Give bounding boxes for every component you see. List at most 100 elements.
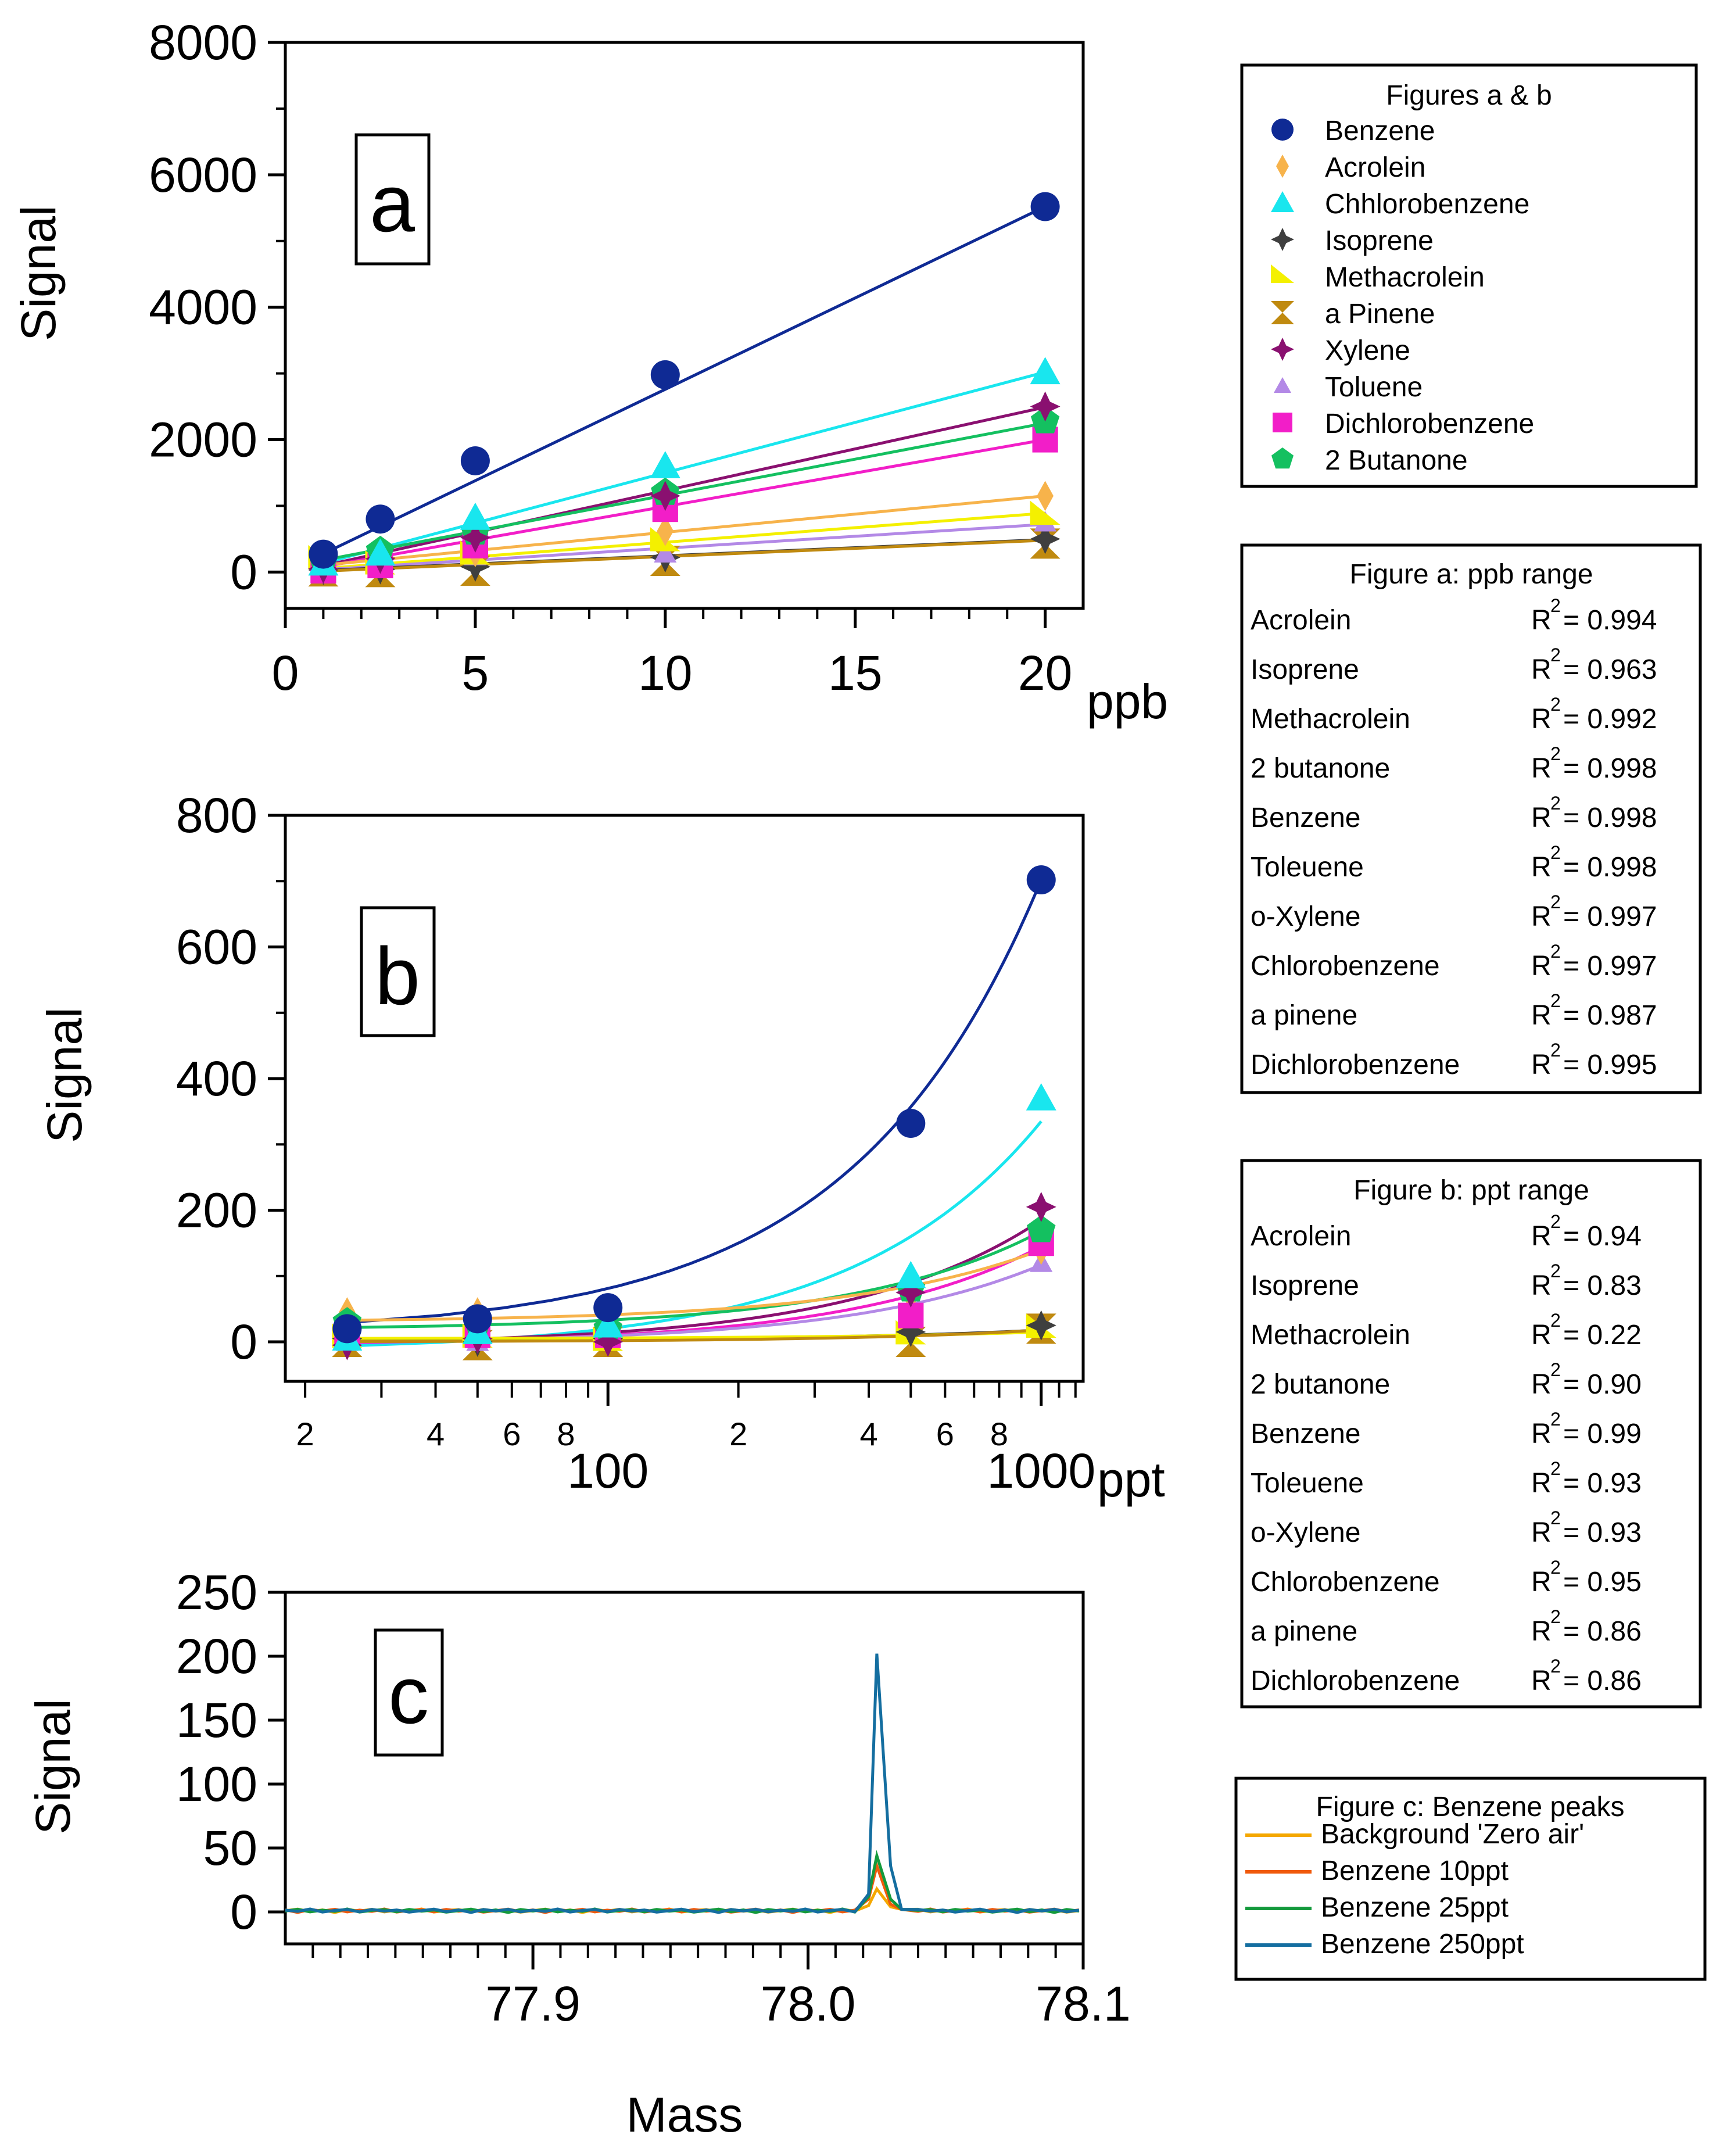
- r2-table-b-frame: [1240, 1159, 1702, 1709]
- x-tick-label: 10: [638, 646, 692, 700]
- x-tick-label: 15: [828, 646, 882, 700]
- r2-row-name: Isoprene: [1251, 654, 1359, 685]
- panel-c-label-box: [374, 1628, 444, 1757]
- r2-table-a-title: Figure a: ppb range: [1350, 559, 1593, 590]
- y-tick-label: 0: [230, 545, 257, 599]
- legend-c-title: Figure c: Benzene peaks: [1316, 1792, 1625, 1822]
- legend-marker-2-butanone: [1271, 447, 1294, 469]
- legend-label: a Pinene: [1325, 299, 1435, 330]
- y-tick-label: 250: [176, 1565, 257, 1620]
- r2-row-value: = 0.998: [1563, 803, 1657, 833]
- r2-row-value: = 0.93: [1563, 1517, 1642, 1548]
- legend-marker-methacrolein: [1271, 264, 1294, 283]
- r2-row-name: Toleuene: [1251, 852, 1364, 883]
- panel-b-label-box: [360, 906, 436, 1037]
- fit-line-acrolein: [323, 494, 1045, 567]
- point-2-butanone: [1027, 1215, 1056, 1242]
- y-tick-label: 0: [230, 1885, 257, 1939]
- y-tick-label: 50: [203, 1821, 257, 1875]
- r2-row-exponent: 2: [1550, 1409, 1561, 1430]
- series-line-benzene-25ppt: [285, 1850, 1080, 1914]
- panel-c-ylabel: Signal: [26, 1699, 80, 1835]
- point-isoprene: [895, 1317, 926, 1348]
- legend-c: Figure c: Benzene peaks Background 'Zero…: [1234, 1777, 1707, 1981]
- r2-row-name: 2 butanone: [1251, 753, 1390, 784]
- point-xylene: [1030, 391, 1061, 422]
- point-isoprene: [1026, 1310, 1056, 1341]
- r2-row-value: = 0.995: [1563, 1050, 1657, 1080]
- x-major-tick-label: 1000: [987, 1444, 1095, 1498]
- r2-row-name: Methacrolein: [1251, 1320, 1410, 1351]
- point-chlorobenzene: [593, 1310, 624, 1338]
- r2-row-exponent: 2: [1550, 1359, 1561, 1380]
- r2-row-value: = 0.22: [1563, 1320, 1642, 1351]
- y-tick-label: 6000: [149, 148, 257, 202]
- fit-curve-toluene: [347, 1263, 1042, 1344]
- panel-c-lines: [285, 1653, 1080, 1914]
- point-chlorobenzene: [365, 538, 396, 566]
- x-tick-label: 78.0: [761, 1976, 856, 2031]
- point-xylene: [1026, 1191, 1056, 1222]
- r2-row-value: = 0.86: [1563, 1616, 1642, 1647]
- r2-row-value: = 0.93: [1563, 1468, 1642, 1499]
- x-minor-tick-label: 8: [557, 1416, 575, 1452]
- legend-label: Xylene: [1325, 335, 1410, 366]
- legend-marker-dichlorobenzene: [1273, 413, 1292, 432]
- r2-row-name: a pinene: [1251, 1000, 1357, 1031]
- fit-line-methacrolein: [323, 511, 1045, 570]
- r2-row-exponent: 2: [1550, 595, 1561, 616]
- legend-label: Chhlorobenzene: [1325, 189, 1529, 220]
- point-benzene: [366, 504, 395, 534]
- r2-row-value: = 0.994: [1563, 605, 1657, 636]
- x-minor-tick-label: 2: [296, 1416, 314, 1452]
- panel-b-frame: [284, 814, 1085, 1383]
- point-chlorobenzene: [650, 451, 680, 478]
- r2-row-r-symbol: R: [1531, 1221, 1552, 1252]
- point-benzene: [309, 539, 338, 569]
- panel-b-label: b: [375, 930, 420, 1022]
- r2-row-exponent: 2: [1550, 1211, 1561, 1232]
- fit-line-toluene: [323, 522, 1045, 571]
- r2-row-name: Chlorobenzene: [1251, 1567, 1440, 1598]
- y-tick-label: 200: [176, 1183, 257, 1238]
- legend-c-label: Benzene 10ppt: [1321, 1856, 1509, 1886]
- x-tick-label: 78.1: [1036, 1976, 1131, 2031]
- x-minor-tick-label: 8: [990, 1416, 1008, 1452]
- point-benzene: [593, 1293, 623, 1323]
- r2-row-value: = 0.987: [1563, 1000, 1657, 1031]
- r2-row-exponent: 2: [1550, 842, 1561, 863]
- r2-row-exponent: 2: [1550, 1260, 1561, 1281]
- panel-a-label: a: [370, 157, 415, 249]
- r2-row-name: 2 butanone: [1251, 1369, 1390, 1400]
- fit-line-chlorobenzene: [323, 370, 1046, 565]
- legend-marker-toluene: [1274, 377, 1291, 393]
- r2-row-r-symbol: R: [1531, 1419, 1552, 1449]
- point-xylene: [593, 1327, 624, 1358]
- point-chlorobenzene: [1026, 1083, 1056, 1111]
- panel-a-frame: [284, 41, 1085, 610]
- r2-row-r-symbol: R: [1531, 1050, 1552, 1080]
- point-benzene: [1030, 192, 1060, 221]
- panel-a-xlabel: ppb: [1087, 674, 1168, 729]
- legend-label: 2 Butanone: [1325, 445, 1468, 476]
- r2-row-name: o-Xylene: [1251, 1517, 1360, 1548]
- r2-row-r-symbol: R: [1531, 654, 1552, 685]
- r2-row-exponent: 2: [1550, 694, 1561, 715]
- legend-label: Methacrolein: [1325, 262, 1485, 293]
- panel-b-ylabel: Signal: [37, 1007, 92, 1143]
- r2-row-value: = 0.997: [1563, 951, 1657, 982]
- r2-row-r-symbol: R: [1531, 1666, 1552, 1696]
- r2-row-value: = 0.86: [1563, 1666, 1642, 1696]
- x-major-tick-label: 100: [567, 1444, 649, 1498]
- r2-row-r-symbol: R: [1531, 901, 1552, 932]
- r2-table-b: Figure b: ppt range Acrolein R2 = 0.94Isop…: [1240, 1159, 1702, 1709]
- point-a-pinene: [650, 545, 680, 576]
- legend-marker-a-pinene: [1271, 301, 1294, 324]
- point-toluene: [654, 542, 677, 563]
- r2-row-r-symbol: R: [1531, 1270, 1552, 1301]
- r2-row-name: Dichlorobenzene: [1251, 1050, 1460, 1080]
- panel-c-axes: 0 50 100 150 200 250 77.9 78.0 78.1: [176, 1565, 1131, 2031]
- point-benzene: [896, 1109, 926, 1138]
- r2-row-exponent: 2: [1550, 891, 1561, 912]
